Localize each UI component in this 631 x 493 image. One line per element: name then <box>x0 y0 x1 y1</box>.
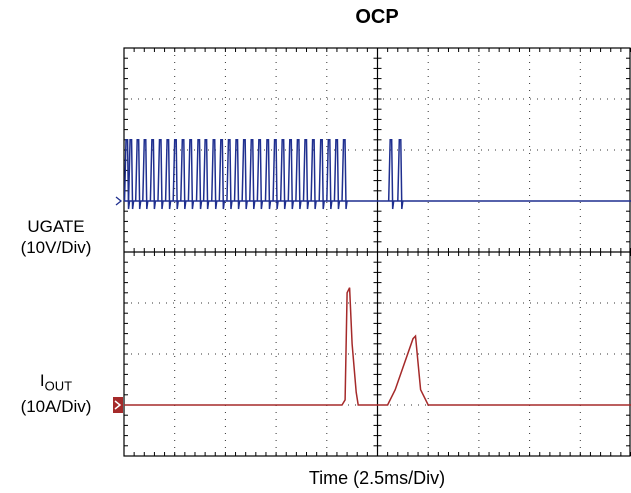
ugate-ground-marker <box>115 196 123 206</box>
ugate-pulse <box>310 139 317 210</box>
iout-ground-marker <box>113 397 123 413</box>
iout-name-sub: OUT <box>44 378 73 394</box>
ugate-pulse <box>295 139 302 210</box>
ugate-pulse <box>180 139 187 210</box>
ugate-pulse <box>397 139 404 210</box>
iout-name-main: I <box>39 371 45 390</box>
ugate-pulse <box>210 139 218 210</box>
iout-ground-marker-arrow <box>114 400 122 410</box>
ugate-pulse <box>287 139 295 210</box>
ugate-pulse <box>264 139 272 210</box>
ugate-pulse <box>164 139 172 210</box>
ugate-pulse <box>195 139 203 210</box>
iout-channel-label: IOUT (10A/Div) <box>4 370 108 417</box>
ugate-pulse <box>326 139 333 210</box>
ugate-pulse <box>149 139 157 210</box>
x-axis-label: Time (2.5ms/Div) <box>308 468 446 488</box>
ugate-pulse <box>127 139 135 210</box>
ugate-pulse <box>341 139 348 210</box>
ugate-pulse <box>218 139 226 210</box>
ugate-scale: (10V/Div) <box>20 238 92 257</box>
ugate-pulse <box>123 139 131 210</box>
ugate-name: UGATE <box>27 217 85 236</box>
iout-trace <box>124 287 631 406</box>
ugate-pulse <box>256 139 264 210</box>
ugate-pulse <box>187 139 195 210</box>
ugate-pulse <box>318 139 325 210</box>
ugate-pulse <box>142 139 149 210</box>
ugate-pulse <box>134 139 142 210</box>
ugate-pulse <box>241 139 248 210</box>
ugate-pulse <box>202 139 210 210</box>
ugate-channel-label: UGATE (10V/Div) <box>4 216 108 258</box>
ugate-pulse <box>279 139 287 210</box>
ugate-pulse <box>387 139 395 210</box>
ugate-pulse <box>233 139 241 210</box>
ugate-pulse <box>172 139 179 210</box>
ugate-pulse <box>272 139 279 210</box>
ugate-pulse <box>249 139 256 210</box>
ugate-pulse <box>302 139 310 210</box>
ugate-pulse <box>333 139 341 210</box>
ugate-pulse <box>226 139 233 210</box>
iout-scale: (10A/Div) <box>20 397 92 417</box>
chart-title: OCP <box>355 6 399 28</box>
ugate-pulse <box>157 139 164 210</box>
iout-name: IOUT <box>4 370 108 396</box>
